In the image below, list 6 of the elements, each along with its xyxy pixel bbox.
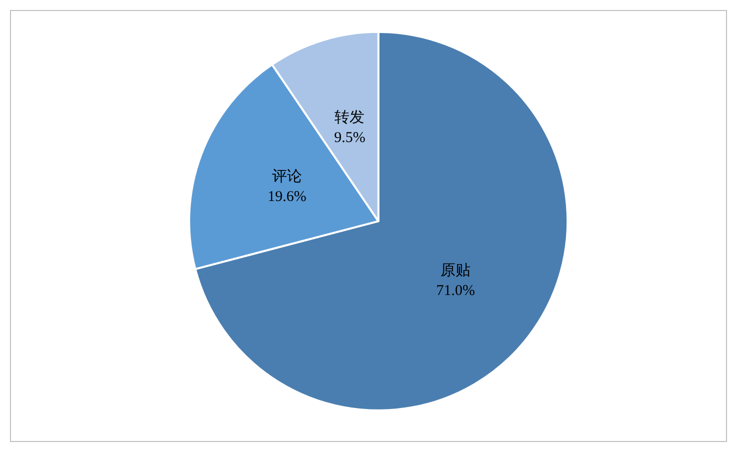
data-label: 9.5% — [334, 130, 366, 146]
data-label: 71.0% — [436, 282, 476, 299]
slice-label: 评论 — [272, 168, 302, 185]
data-label: 19.6% — [268, 188, 306, 205]
slice-label: 转发 — [334, 108, 365, 126]
slice-label: 原贴 — [440, 262, 471, 279]
